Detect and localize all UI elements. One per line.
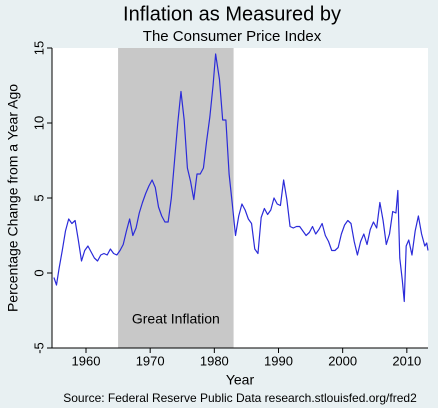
x-tick-label: 1980 xyxy=(200,353,229,368)
x-tick-label: 2010 xyxy=(392,353,421,368)
chart-subtitle: The Consumer Price Index xyxy=(143,28,322,45)
shaded-region-label: Great Inflation xyxy=(132,311,220,327)
plot-area xyxy=(52,48,428,348)
shaded-region xyxy=(118,48,234,348)
x-tick-label: 2000 xyxy=(328,353,357,368)
y-tick-label: 5 xyxy=(31,194,46,201)
x-tick-label: 1970 xyxy=(136,353,165,368)
data-line xyxy=(53,53,429,303)
x-tick-label: 1960 xyxy=(72,353,101,368)
y-axis-label: Percentage Change from a Year Ago xyxy=(5,84,21,312)
x-tick-label: 1990 xyxy=(264,353,293,368)
chart-title: Inflation as Measured by xyxy=(123,3,341,25)
y-tick-label: -5 xyxy=(31,342,46,354)
y-tick-label: 0 xyxy=(31,269,46,276)
y-tick-label: 10 xyxy=(31,116,46,130)
source-note: Source: Federal Reserve Public Data rese… xyxy=(63,391,417,405)
x-axis-label: Year xyxy=(226,372,255,388)
y-tick-label: 15 xyxy=(31,41,46,55)
